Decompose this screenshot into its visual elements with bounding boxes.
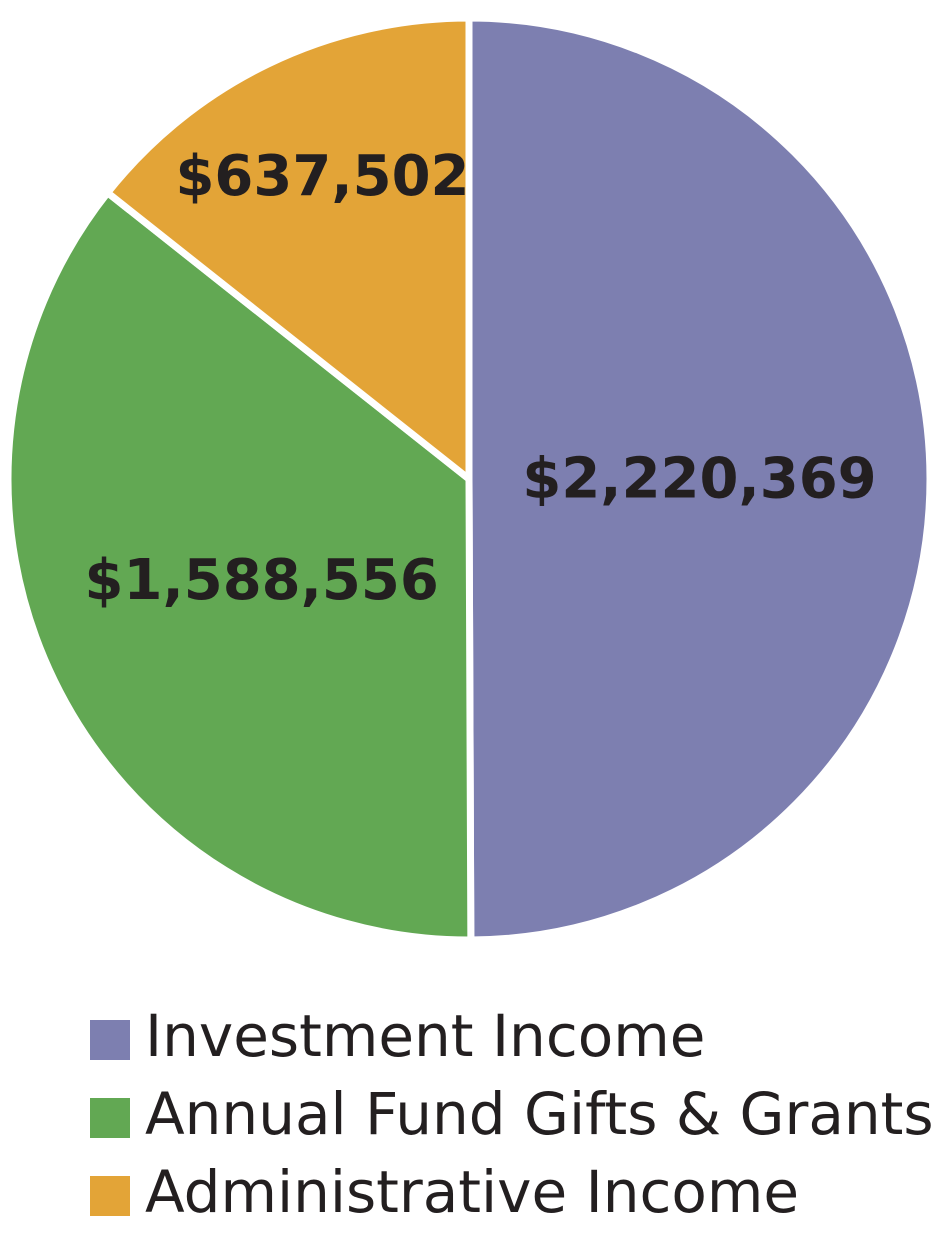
value-label: $2,220,369 xyxy=(522,447,876,512)
legend-label: Administrative Income xyxy=(145,1158,799,1226)
pie-slice xyxy=(104,14,473,483)
pie-slice xyxy=(465,14,934,944)
legend-swatch xyxy=(90,1098,130,1138)
value-label: $1,588,556 xyxy=(85,548,439,613)
legend-swatch xyxy=(90,1020,130,1060)
value-label: $637,502 xyxy=(175,144,469,209)
legend-swatch xyxy=(90,1176,130,1216)
legend-label: Investment Income xyxy=(145,1002,705,1070)
legend-label: Annual Fund Gifts & Grants xyxy=(145,1080,934,1148)
pie-slice xyxy=(4,189,475,944)
